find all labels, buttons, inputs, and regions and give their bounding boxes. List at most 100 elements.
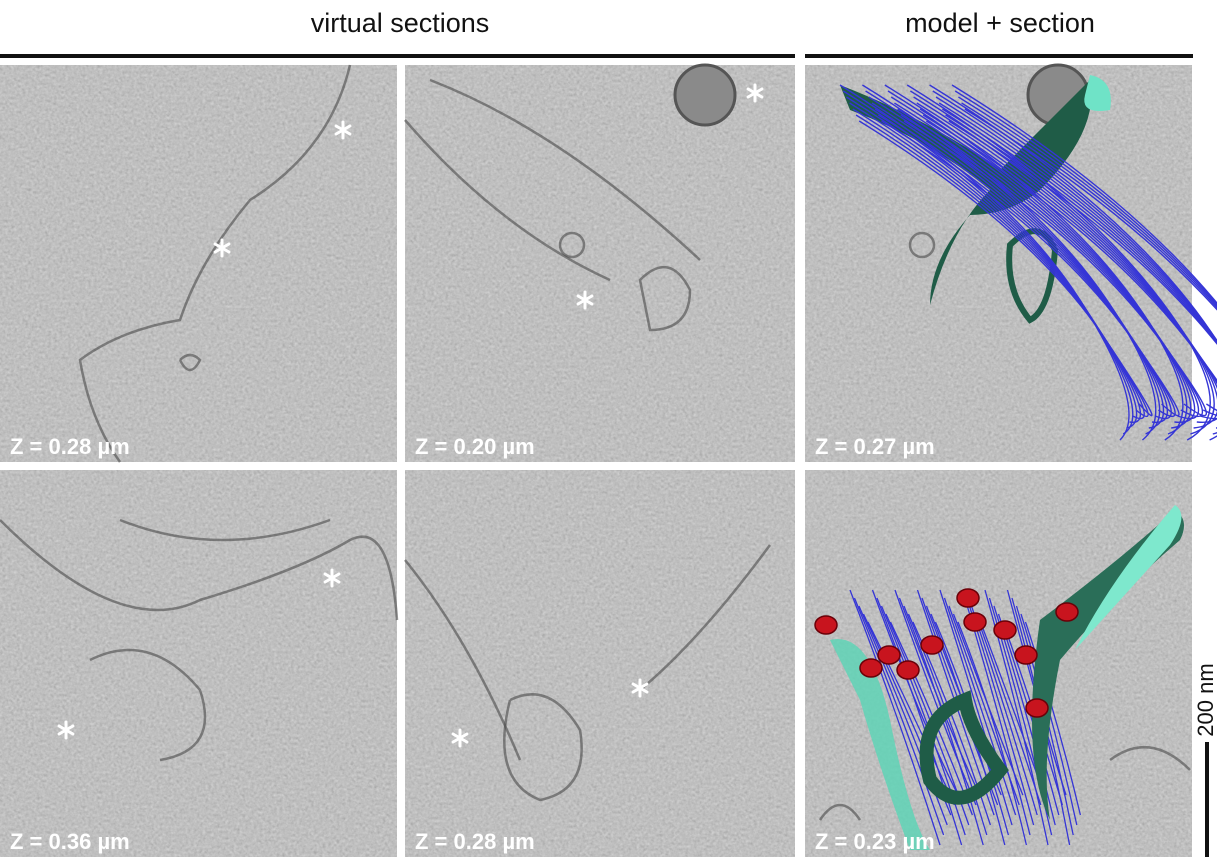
microtubule (916, 102, 1217, 423)
microtubule (852, 108, 1145, 420)
asterisk (213, 238, 231, 258)
microtubule (871, 589, 959, 796)
microtubule (884, 84, 1184, 441)
vesicle-model (963, 612, 987, 632)
vesicle-model (896, 660, 920, 680)
panel (404, 65, 795, 462)
microtubule (943, 597, 1017, 816)
panel (404, 470, 795, 857)
microtubule (887, 90, 1188, 435)
membrane (638, 265, 692, 332)
asterisk (323, 568, 341, 588)
microtubule (922, 114, 1217, 417)
microtubule (903, 605, 984, 846)
microtubule (907, 613, 988, 836)
scale-bar-label: 200 nm (1193, 663, 1217, 736)
texture (0, 65, 397, 462)
membrane (558, 231, 586, 259)
microtubule (849, 589, 941, 846)
membrane (908, 231, 936, 259)
microtubule (938, 102, 1217, 343)
microtubule (1024, 621, 1082, 816)
microtubule (867, 621, 955, 806)
microtubule (942, 108, 1217, 343)
asterisk (334, 120, 352, 140)
asterisk-stroke (576, 294, 594, 306)
microtubule (935, 96, 1217, 429)
membrane-model (919, 690, 1009, 805)
membrane (78, 64, 352, 463)
vesicle-model (814, 615, 838, 635)
microtubule (957, 621, 1028, 846)
membrane (89, 648, 207, 762)
z-label: Z = 0.27 µm (815, 434, 935, 459)
z-label: Z = 0.36 µm (10, 829, 130, 854)
membrane-model (1075, 505, 1182, 650)
membrane (818, 803, 862, 821)
microtubule (865, 90, 1161, 435)
asterisk-stroke (451, 732, 469, 744)
membrane (404, 559, 522, 761)
microtubule (894, 102, 1196, 423)
microtubule (903, 120, 1207, 417)
texture (405, 470, 795, 857)
z-label: Z = 0.20 µm (415, 434, 535, 459)
vesicle-model (920, 635, 944, 655)
microtubule (853, 597, 945, 836)
texture (805, 65, 1192, 462)
asterisk-stroke (631, 682, 649, 694)
vesicle-model (993, 620, 1017, 640)
asterisk (576, 290, 594, 310)
microtubule (926, 120, 1217, 412)
vesicle-model (859, 658, 883, 678)
asterisk (746, 83, 764, 103)
microtubule (874, 108, 1172, 420)
texture (0, 470, 397, 857)
microtubule (961, 102, 1217, 309)
membrane (178, 353, 202, 372)
texture (405, 65, 795, 462)
asterisk-stroke (323, 572, 341, 584)
vesicle (673, 63, 737, 127)
membrane (0, 519, 399, 621)
z-label: Z = 0.28 µm (10, 434, 130, 459)
microtubule (997, 613, 1060, 816)
microtubule (939, 589, 1013, 826)
microtubule (964, 108, 1217, 311)
membrane (639, 544, 772, 691)
membrane-model (830, 639, 930, 850)
microtubule (881, 120, 1180, 417)
microtubule (951, 84, 1217, 305)
microtubule (897, 108, 1200, 420)
asterisk (451, 728, 469, 748)
header: model + section (905, 8, 1095, 38)
z-label: Z = 0.28 µm (415, 829, 535, 854)
vesicle-model (956, 588, 980, 608)
microtubule (954, 90, 1217, 306)
asterisk-stroke (57, 724, 75, 736)
panel (0, 64, 397, 463)
header: virtual sections (311, 8, 490, 38)
panels: Z = 0.28 µm Z = 0.20 µm Z = 0.27 µm Z = 0.3… (0, 63, 1217, 857)
membrane (429, 78, 701, 261)
asterisk-stroke (213, 242, 231, 254)
vesicle-model (1025, 698, 1049, 718)
vesicle-model (877, 645, 901, 665)
panel (805, 65, 1192, 462)
microtubule (878, 114, 1176, 418)
membrane-model (1084, 75, 1111, 111)
microtubule (858, 120, 1153, 417)
membrane (503, 693, 583, 802)
microtubule (958, 96, 1217, 308)
microtubule (919, 108, 1217, 420)
asterisk-stroke (334, 124, 352, 136)
asterisk (57, 720, 75, 740)
z-label: Z = 0.23 µm (815, 829, 935, 854)
microtubule (945, 114, 1217, 344)
panel (0, 470, 399, 857)
microtubule (948, 120, 1217, 345)
microtubule (932, 90, 1217, 435)
microtubule (858, 605, 948, 826)
microtubule (849, 102, 1142, 423)
